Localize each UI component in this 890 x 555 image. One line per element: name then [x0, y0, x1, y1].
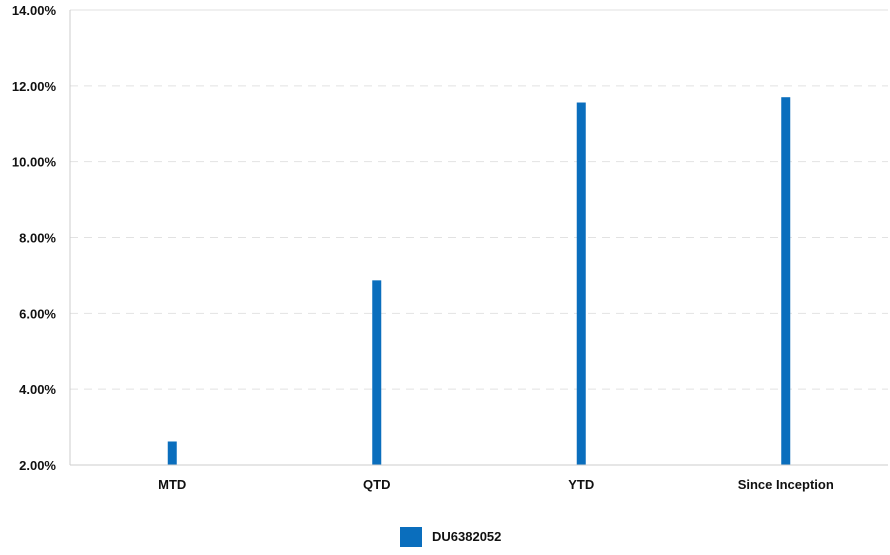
legend[interactable]: DU6382052	[400, 527, 501, 547]
x-axis: MTD QTD YTD Since Inception	[70, 464, 888, 492]
y-tick-label: 12.00%	[12, 79, 57, 94]
x-tick-label: MTD	[158, 477, 186, 492]
bar-mtd[interactable]	[167, 441, 177, 465]
y-tick-label: 6.00%	[19, 306, 56, 321]
bar-ytd[interactable]	[576, 102, 586, 466]
x-tick-label: YTD	[568, 477, 594, 492]
y-tick-label: 10.00%	[12, 155, 57, 170]
x-tick-label: QTD	[363, 477, 390, 492]
y-tick-label: 14.00%	[12, 3, 57, 18]
legend-swatch-du6382052[interactable]	[400, 527, 422, 547]
grid-layer	[70, 9, 888, 390]
bar-qtd[interactable]	[372, 280, 382, 465]
x-tick-label: Since Inception	[738, 477, 834, 492]
bars-layer	[167, 97, 791, 466]
y-tick-label: 8.00%	[19, 231, 56, 246]
y-tick-label: 2.00%	[19, 458, 56, 473]
y-tick-label: 4.00%	[19, 382, 56, 397]
legend-label-du6382052[interactable]: DU6382052	[432, 529, 501, 544]
y-axis: 2.00% 4.00% 6.00% 8.00% 10.00% 12.00% 14.00%	[12, 3, 71, 473]
bar-since-inception[interactable]	[781, 97, 791, 465]
